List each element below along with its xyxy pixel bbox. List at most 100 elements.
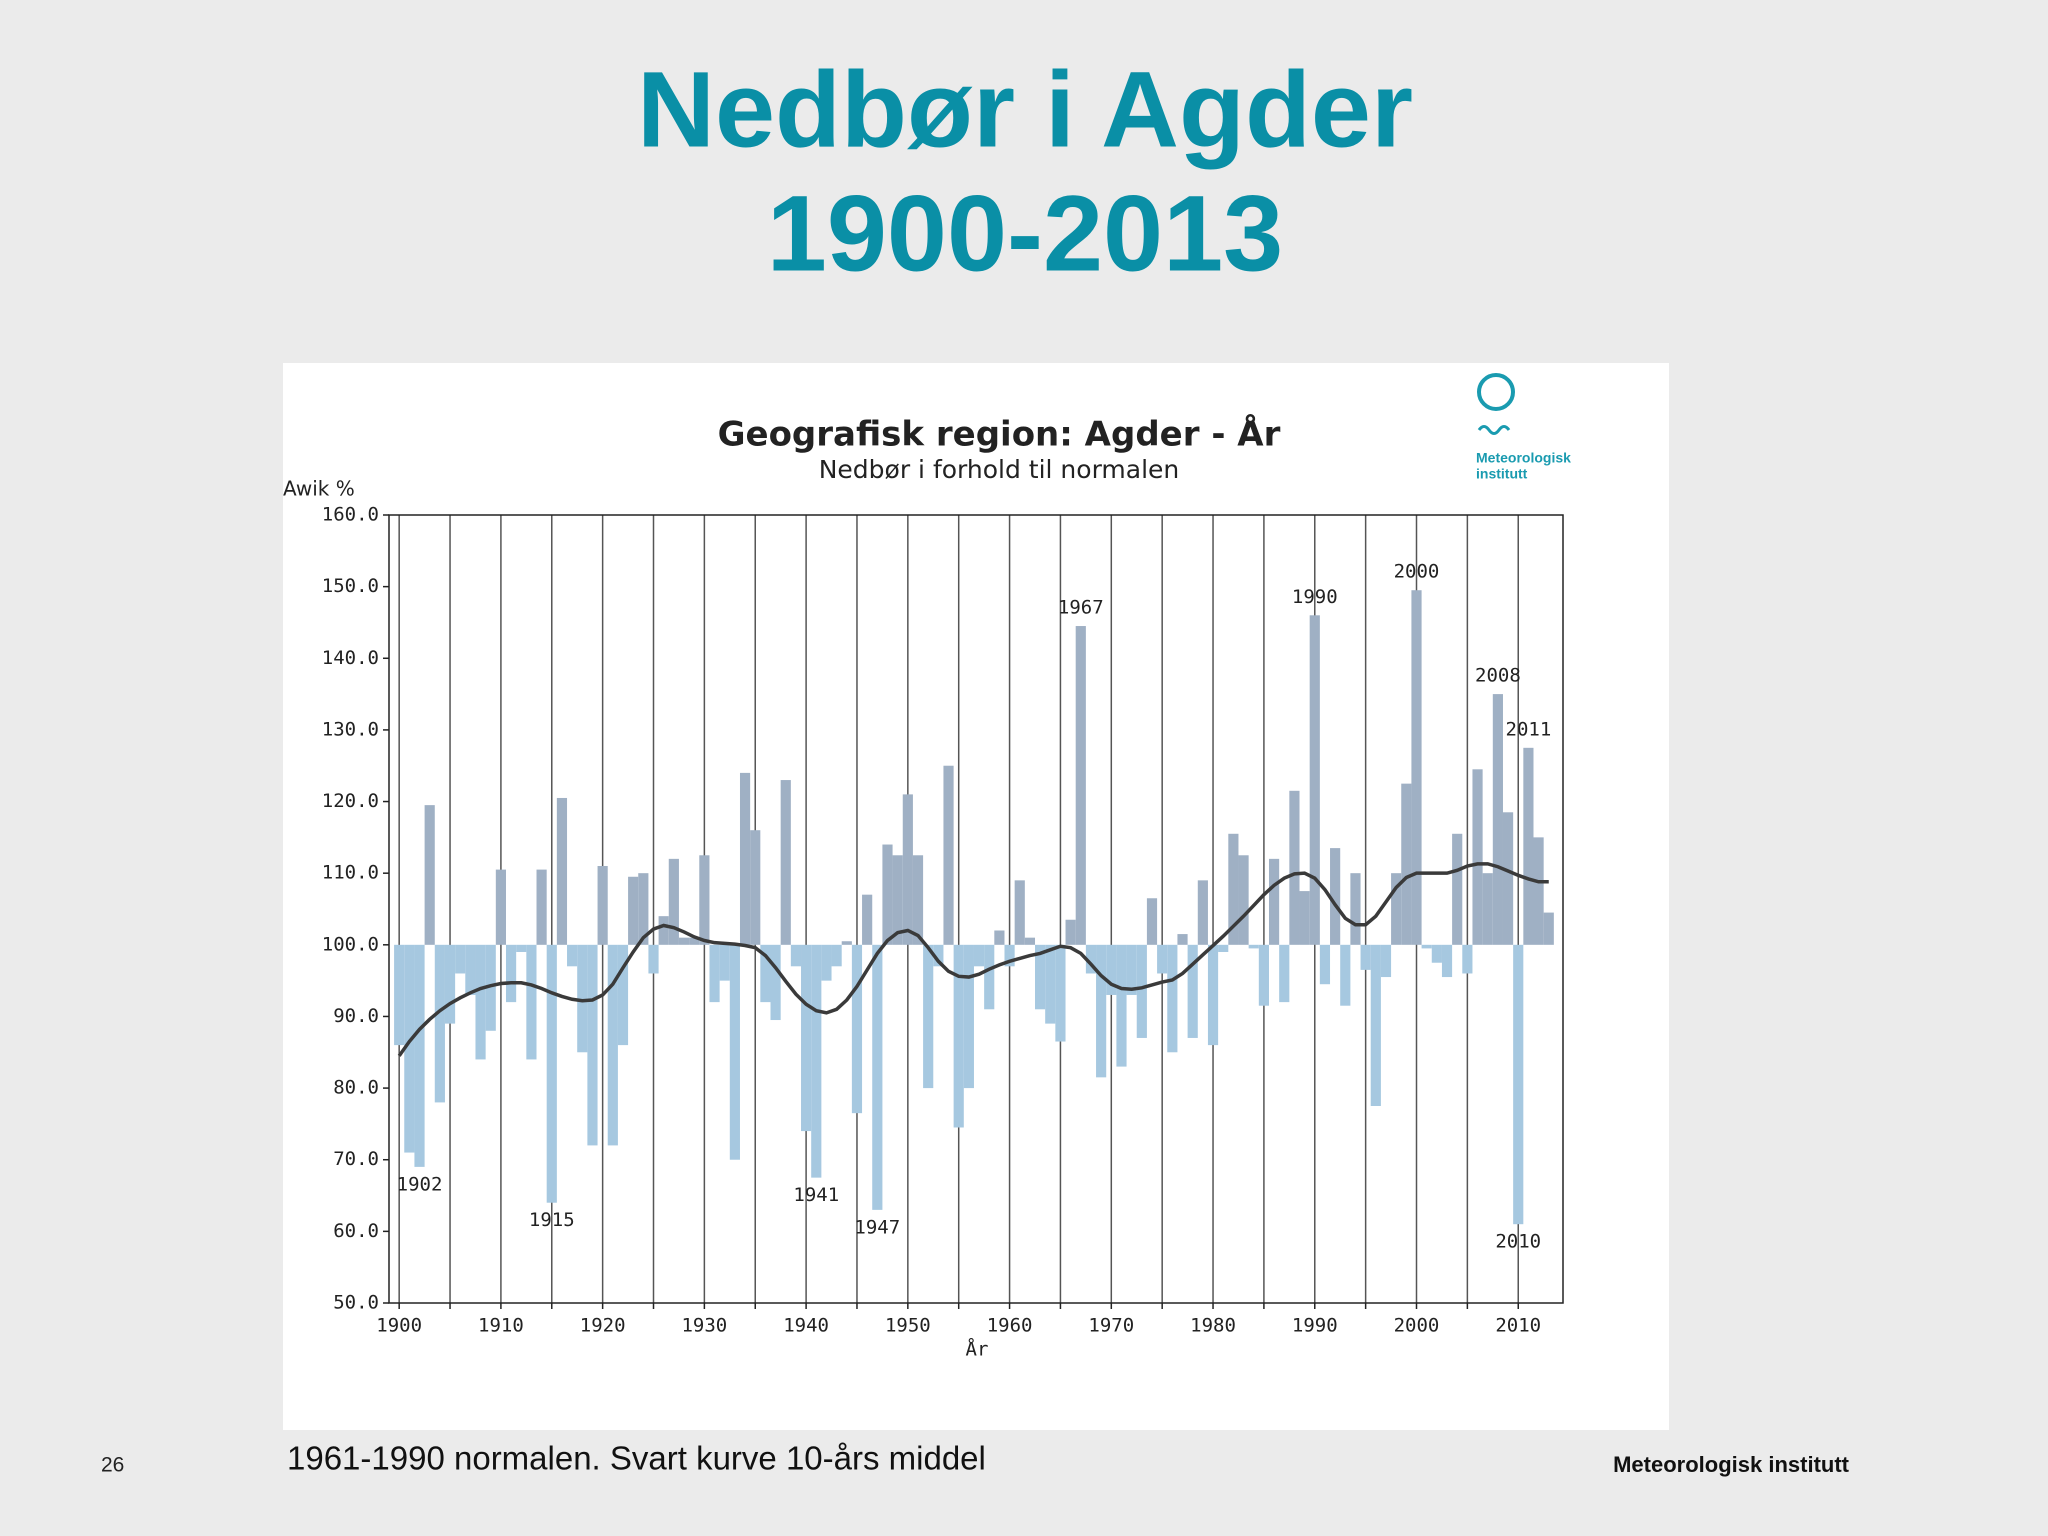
bar — [434, 944, 445, 1103]
bar — [760, 944, 771, 1003]
bar — [475, 944, 486, 1060]
bar — [984, 944, 995, 1010]
bar — [770, 944, 781, 1021]
bar — [1268, 858, 1280, 945]
bar — [912, 855, 924, 945]
plot-frame — [388, 514, 1564, 1304]
bar — [1065, 919, 1076, 945]
bar — [1350, 873, 1361, 945]
bar — [1197, 880, 1208, 945]
y-tick-label: 90.0 — [333, 1005, 379, 1027]
bar — [1024, 937, 1036, 945]
bar — [872, 944, 883, 1210]
bar — [1218, 944, 1229, 952]
bar — [1146, 898, 1158, 945]
bar — [1309, 615, 1320, 945]
annotation: 1915 — [529, 1209, 575, 1231]
x-axis-label: År — [966, 1338, 989, 1361]
bar — [1482, 873, 1493, 945]
chart-title: Geografisk region: Agder - År — [718, 414, 1281, 455]
bar — [1319, 944, 1331, 985]
bar — [699, 855, 710, 945]
x-tick-label: 1960 — [987, 1315, 1033, 1337]
bar — [902, 794, 913, 945]
bar — [739, 772, 751, 945]
bar — [1207, 944, 1219, 1046]
bar — [1330, 848, 1341, 945]
page-number: 26 — [101, 1454, 124, 1477]
annotation: 2008 — [1475, 665, 1521, 687]
y-tick-label: 60.0 — [333, 1220, 379, 1242]
bar — [485, 944, 496, 1031]
bar — [1228, 833, 1239, 945]
bar — [750, 830, 761, 945]
x-tick-label: 2010 — [1495, 1315, 1541, 1337]
bar — [495, 869, 506, 945]
bar — [607, 944, 618, 1146]
bar — [556, 797, 568, 945]
annotation: 2010 — [1495, 1231, 1541, 1253]
bar — [790, 944, 802, 967]
bar — [943, 765, 954, 945]
bar — [1421, 944, 1432, 949]
bar — [1472, 769, 1483, 945]
bar — [658, 916, 669, 945]
bar — [1360, 944, 1371, 970]
bar — [1299, 891, 1310, 945]
bar — [1411, 590, 1422, 945]
bar — [465, 944, 476, 995]
bar — [689, 937, 700, 945]
bar — [1045, 944, 1056, 1024]
bar — [444, 944, 456, 1024]
bar — [1116, 944, 1127, 1067]
bar — [455, 944, 466, 974]
bar — [1075, 626, 1086, 945]
bar — [1136, 944, 1147, 1038]
logo-circle — [1477, 373, 1515, 411]
bar — [648, 944, 659, 974]
bar — [780, 780, 791, 945]
slide-title: Nedbør i Agder — [637, 49, 1413, 170]
bar — [1106, 944, 1117, 995]
bar — [933, 944, 944, 967]
bar — [719, 944, 730, 981]
bar — [892, 855, 903, 945]
y-axis-label: Awik % — [283, 477, 355, 501]
annotation: 2000 — [1394, 561, 1440, 583]
logo-wave — [1477, 425, 1511, 435]
y-tick-label: 110.0 — [322, 862, 379, 884]
footnote: 1961-1990 normalen. Svart kurve 10-års m… — [287, 1440, 986, 1477]
x-tick-label: 1950 — [885, 1315, 931, 1337]
bar — [851, 944, 863, 1114]
trend-line — [397, 862, 1549, 1057]
bar — [1157, 944, 1168, 974]
plot: 1900 1910 1920 1930 1940 1950 1960 1970 1980 1990… — [322, 504, 1564, 1337]
bar — [882, 844, 893, 945]
bar — [1248, 944, 1259, 949]
x-tick-label: 1940 — [783, 1315, 829, 1337]
bar — [516, 944, 527, 952]
bar — [404, 944, 415, 1153]
bar — [628, 876, 639, 945]
bar — [1177, 934, 1188, 945]
bar — [1035, 944, 1046, 1010]
bar — [973, 944, 985, 967]
bar — [597, 866, 608, 945]
x-tick-label: 1920 — [580, 1315, 626, 1337]
bar — [1055, 944, 1066, 1042]
bar — [1279, 944, 1290, 1003]
annotation: 1902 — [397, 1173, 443, 1195]
slide-title: 1900-2013 — [767, 173, 1283, 294]
bar — [811, 944, 822, 1178]
y-tick-label: 80.0 — [333, 1077, 379, 1099]
annotation: 1990 — [1292, 586, 1338, 608]
y-tick-label: 140.0 — [322, 647, 379, 669]
bar — [862, 894, 873, 945]
bar — [1238, 855, 1249, 945]
bar — [1126, 944, 1137, 995]
logo-text: institutt — [1476, 466, 1528, 482]
bar — [1380, 944, 1392, 978]
bar — [1513, 944, 1524, 1225]
bar — [1258, 944, 1269, 1006]
